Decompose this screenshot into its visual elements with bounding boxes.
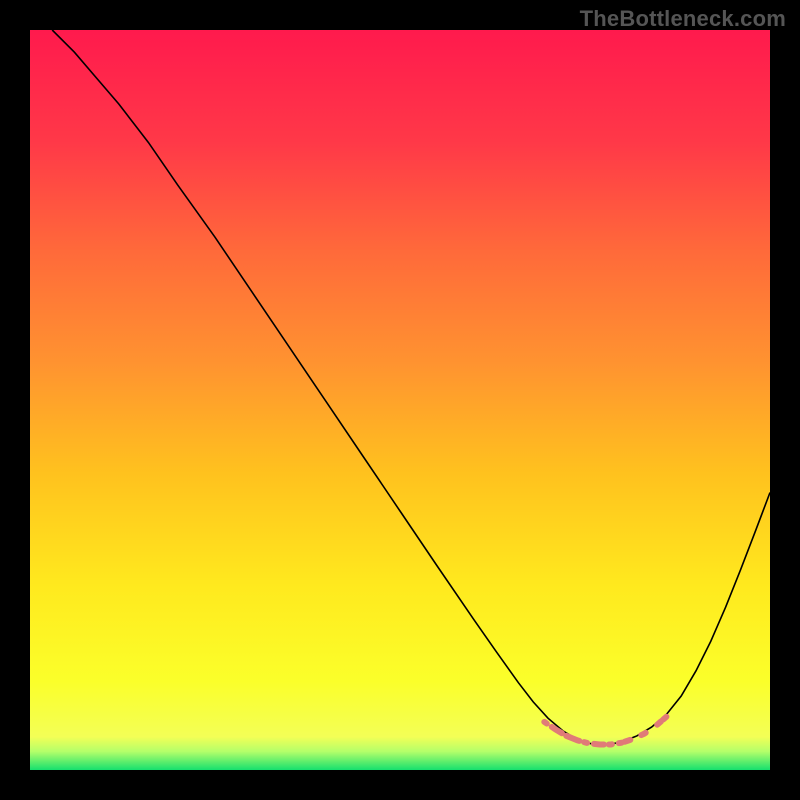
chart-svg (0, 0, 800, 800)
chart-container: TheBottleneck.com (0, 0, 800, 800)
watermark-text: TheBottleneck.com (580, 6, 786, 32)
plot-background (30, 30, 770, 770)
